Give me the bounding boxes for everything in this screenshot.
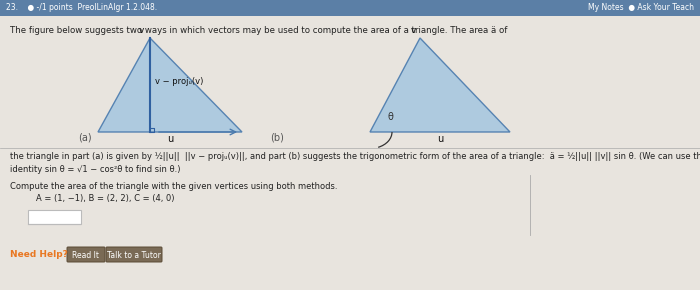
Text: v: v — [411, 26, 416, 35]
Text: identity sin θ = √1 − cos²θ to find sin θ.): identity sin θ = √1 − cos²θ to find sin … — [10, 165, 181, 174]
Polygon shape — [370, 38, 510, 132]
Text: 23.    ● -/1 points  PreolLinAlgr 1.2.048.: 23. ● -/1 points PreolLinAlgr 1.2.048. — [6, 3, 157, 12]
FancyBboxPatch shape — [106, 247, 162, 262]
FancyBboxPatch shape — [67, 247, 105, 262]
Text: (a): (a) — [78, 132, 92, 142]
Text: u: u — [437, 134, 443, 144]
Text: Talk to a Tutor: Talk to a Tutor — [107, 251, 161, 260]
Text: The figure below suggests two ways in which vectors may be used to compute the a: The figure below suggests two ways in wh… — [10, 26, 508, 35]
Text: u: u — [167, 134, 173, 144]
Polygon shape — [98, 38, 242, 132]
Text: Need Help?: Need Help? — [10, 250, 68, 259]
Text: v: v — [139, 26, 144, 35]
Text: v − projᵤ(v): v − projᵤ(v) — [155, 77, 204, 86]
Text: Compute the area of the triangle with the given vertices using both methods.: Compute the area of the triangle with th… — [10, 182, 337, 191]
Bar — [0, 0, 700, 16]
Text: Read It: Read It — [73, 251, 99, 260]
Text: A = (1, −1), B = (2, 2), C = (4, 0): A = (1, −1), B = (2, 2), C = (4, 0) — [36, 194, 174, 203]
FancyBboxPatch shape — [27, 209, 81, 224]
Text: the triangle in part (a) is given by ½||u||  ||v − projᵤ(v)||, and part (b) sugg: the triangle in part (a) is given by ½||… — [10, 152, 700, 161]
Text: θ: θ — [388, 112, 394, 122]
Text: (b): (b) — [270, 132, 284, 142]
Text: My Notes  ● Ask Your Teach: My Notes ● Ask Your Teach — [588, 3, 694, 12]
